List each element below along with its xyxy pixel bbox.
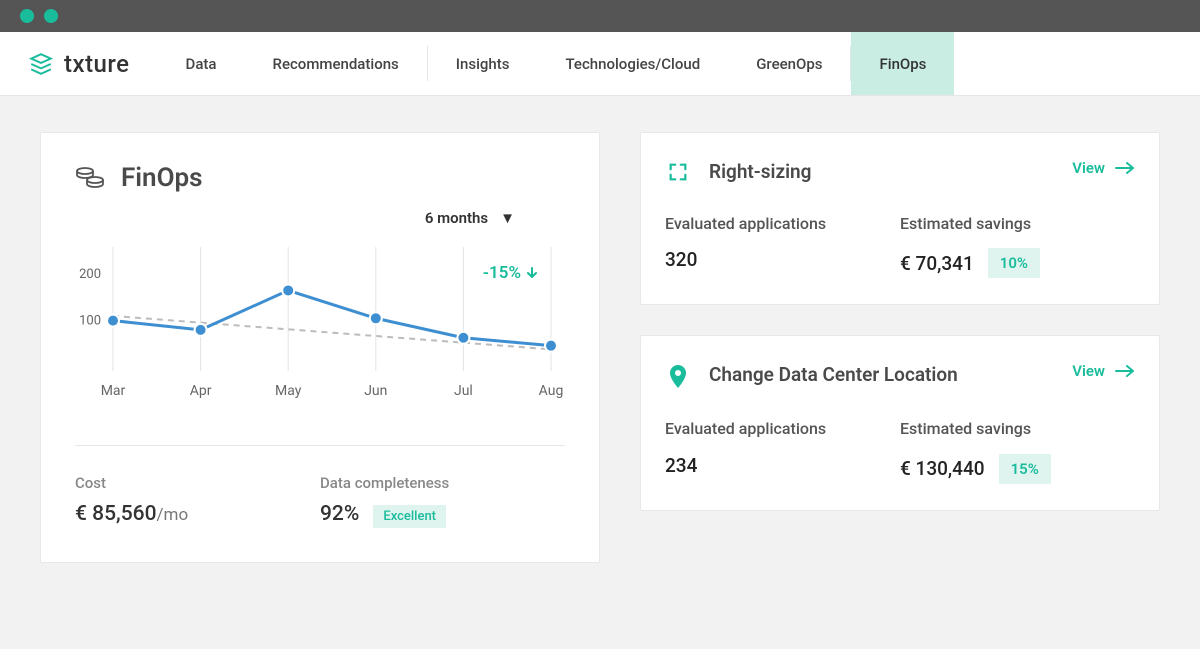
pct-badge: 15% bbox=[999, 454, 1051, 484]
brand-logo[interactable]: txture bbox=[0, 50, 158, 78]
svg-text:Aug: Aug bbox=[539, 383, 564, 399]
estimated-savings-metric: Estimated savings € 70,34110% bbox=[900, 213, 1135, 279]
top-navbar: txture DataRecommendationsInsightsTechno… bbox=[0, 32, 1200, 96]
nav-item-finops[interactable]: FinOps bbox=[851, 32, 954, 95]
metric-value: € 130,44015% bbox=[900, 454, 1135, 484]
view-link[interactable]: View bbox=[1072, 362, 1135, 380]
window-dot bbox=[44, 9, 58, 23]
nav-items: DataRecommendationsInsightsTechnologies/… bbox=[158, 32, 955, 95]
completeness-metric: Data completeness 92% Excellent bbox=[320, 474, 565, 528]
right-column: Right-sizing View Evaluated applications 32… bbox=[640, 132, 1160, 563]
window-dot bbox=[20, 9, 34, 23]
nav-item-greenops[interactable]: GreenOps bbox=[728, 32, 850, 95]
chevron-down-icon: ▼ bbox=[500, 209, 515, 227]
logo-icon bbox=[28, 51, 54, 77]
view-link[interactable]: View bbox=[1072, 159, 1135, 177]
completeness-label: Data completeness bbox=[320, 474, 565, 492]
brand-name: txture bbox=[64, 50, 130, 78]
metric-value: 234 bbox=[665, 454, 900, 477]
range-selector[interactable]: 6 months ▼ bbox=[425, 209, 515, 227]
range-label: 6 months bbox=[425, 209, 488, 227]
nav-item-data[interactable]: Data bbox=[158, 32, 245, 95]
cost-value: € 85,560/mo bbox=[75, 502, 188, 526]
card-title: Change Data Center Location bbox=[709, 362, 1054, 388]
svg-text:Apr: Apr bbox=[190, 383, 212, 399]
completeness-badge: Excellent bbox=[373, 505, 446, 528]
delta-indicator: -15% bbox=[483, 263, 539, 283]
svg-text:Jun: Jun bbox=[364, 383, 387, 399]
nav-item-technologies-cloud[interactable]: Technologies/Cloud bbox=[537, 32, 728, 95]
svg-text:Jul: Jul bbox=[454, 383, 473, 399]
window-titlebar bbox=[0, 0, 1200, 32]
delta-value: -15% bbox=[483, 263, 521, 283]
svg-text:Mar: Mar bbox=[101, 383, 126, 399]
svg-text:100: 100 bbox=[79, 314, 101, 329]
cost-label: Cost bbox=[75, 474, 320, 492]
metric-label: Evaluated applications bbox=[665, 213, 900, 235]
evaluated-apps-metric: Evaluated applications 320 bbox=[665, 213, 900, 279]
svg-text:May: May bbox=[275, 383, 302, 399]
finops-metrics: Cost € 85,560/mo Data completeness 92% E… bbox=[75, 474, 565, 528]
metric-value: € 70,34110% bbox=[900, 248, 1135, 278]
nav-item-insights[interactable]: Insights bbox=[428, 32, 538, 95]
nav-item-recommendations[interactable]: Recommendations bbox=[245, 32, 427, 95]
metric-label: Estimated savings bbox=[900, 213, 1135, 235]
finops-card: FinOps 6 months ▼ Mar Apr May Jun Jul Aug 100 2… bbox=[40, 132, 600, 563]
summary-card: Right-sizing View Evaluated applications 32… bbox=[640, 132, 1160, 305]
location-icon bbox=[665, 362, 691, 390]
expand-icon bbox=[665, 159, 691, 183]
finops-header: FinOps bbox=[75, 163, 565, 193]
summary-card: Change Data Center Location View Evaluated… bbox=[640, 335, 1160, 511]
pct-badge: 10% bbox=[988, 248, 1040, 278]
coins-icon bbox=[75, 165, 105, 191]
arrow-down-icon bbox=[525, 266, 539, 280]
svg-text:200: 200 bbox=[79, 267, 101, 282]
metric-value: 320 bbox=[665, 248, 900, 271]
estimated-savings-metric: Estimated savings € 130,44015% bbox=[900, 418, 1135, 484]
evaluated-apps-metric: Evaluated applications 234 bbox=[665, 418, 900, 484]
finops-chart: Mar Apr May Jun Jul Aug 100 200 -15% bbox=[75, 241, 565, 421]
divider bbox=[75, 445, 565, 446]
metric-label: Evaluated applications bbox=[665, 418, 900, 440]
finops-title: FinOps bbox=[121, 163, 203, 193]
content-area: FinOps 6 months ▼ Mar Apr May Jun Jul Aug 100 2… bbox=[0, 96, 1200, 599]
card-title: Right-sizing bbox=[709, 159, 1054, 185]
cost-metric: Cost € 85,560/mo bbox=[75, 474, 320, 528]
metric-label: Estimated savings bbox=[900, 418, 1135, 440]
completeness-value: 92% bbox=[320, 502, 359, 526]
